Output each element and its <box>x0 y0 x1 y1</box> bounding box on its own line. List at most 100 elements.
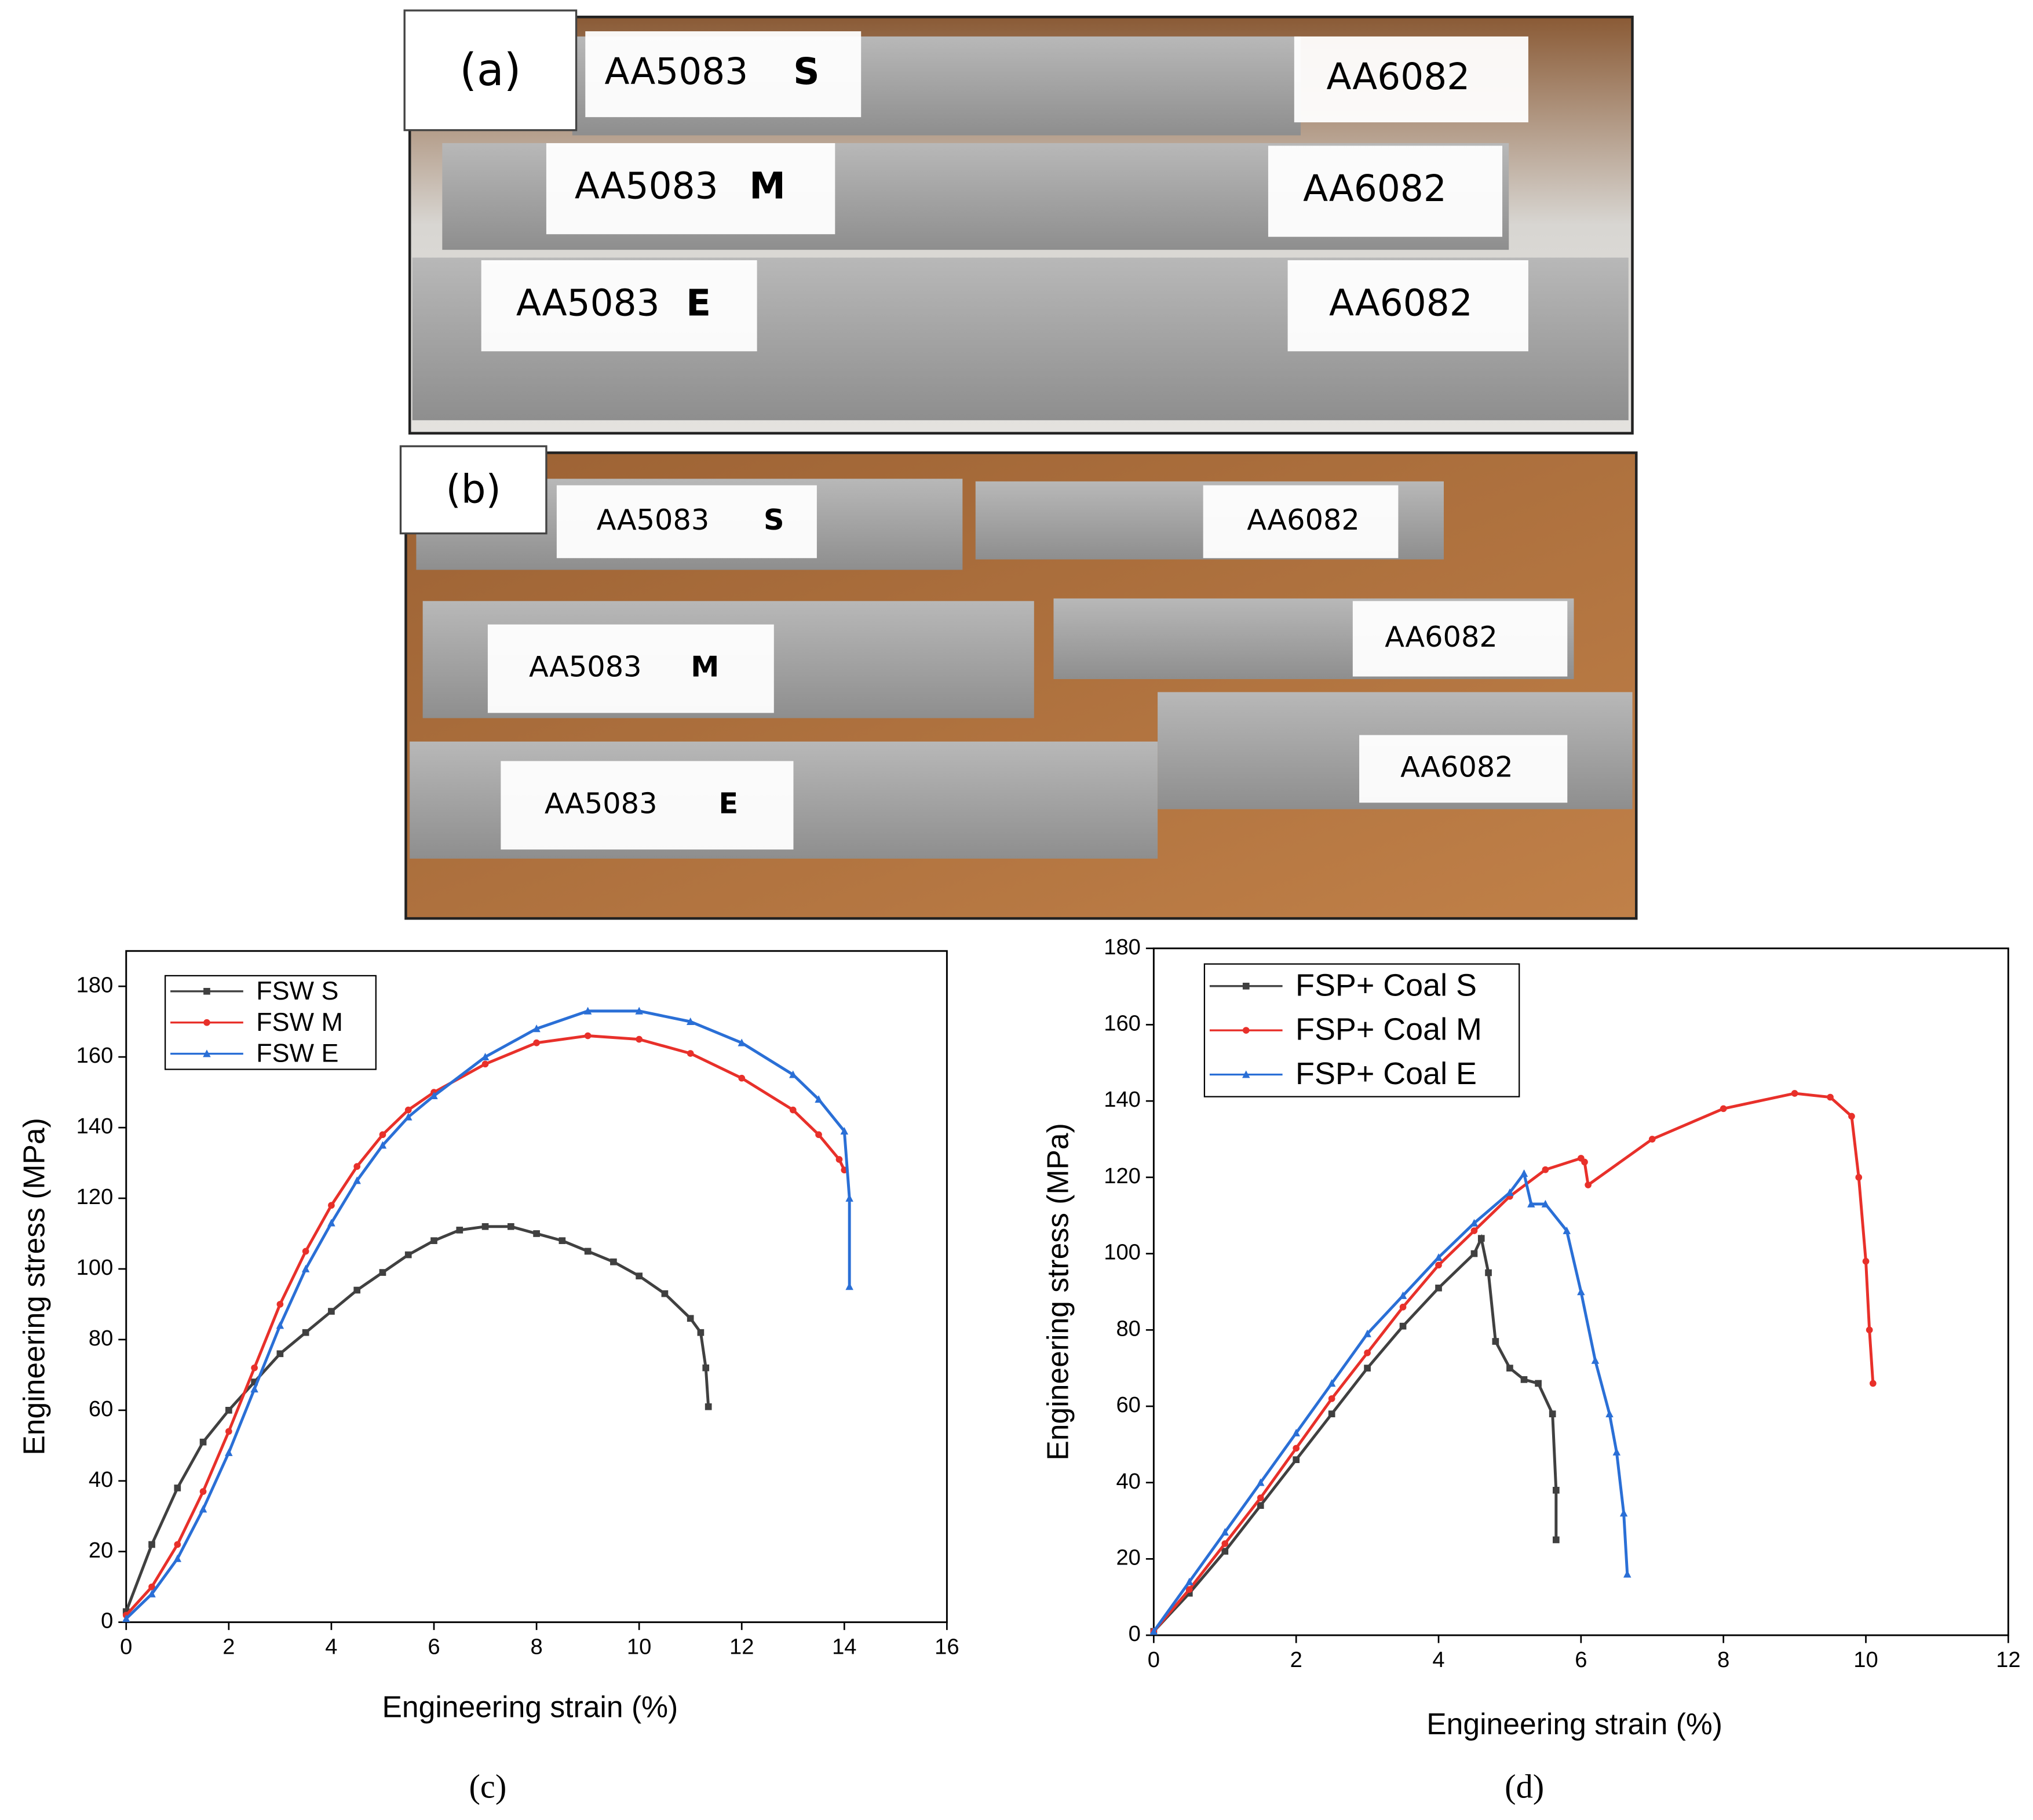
data-point <box>507 1223 514 1230</box>
data-point <box>1364 1349 1371 1356</box>
data-point <box>1623 1570 1631 1578</box>
chart: 0 2 4 6 8 10 12 14 16020406080100120140160180Eng… <box>17 950 959 1806</box>
data-point <box>481 1060 489 1068</box>
data-point <box>174 1485 181 1491</box>
data-line <box>125 1225 710 1613</box>
y-tick-label: 100 <box>1104 1240 1141 1265</box>
legend-marker <box>203 987 210 995</box>
x-tick-label: 0 <box>1148 1647 1160 1672</box>
data-point <box>251 1378 258 1385</box>
data-point <box>1648 1136 1656 1143</box>
x-tick-label: 6 <box>428 1635 440 1659</box>
label-box <box>556 485 817 559</box>
data-point <box>199 1438 207 1446</box>
data-point <box>1563 1226 1571 1234</box>
data-point <box>687 1050 694 1057</box>
data-point <box>1477 1235 1485 1242</box>
data-point <box>1552 1536 1560 1544</box>
label-box <box>1359 735 1568 803</box>
data-point <box>1866 1326 1873 1334</box>
data-point <box>1549 1410 1556 1417</box>
data-point <box>481 1223 489 1230</box>
data-point <box>353 1163 361 1170</box>
data-point <box>276 1350 284 1358</box>
data-point <box>430 1092 438 1100</box>
legend-label: FSW M <box>256 1007 343 1037</box>
data-point <box>353 1286 361 1294</box>
x-tick-label: 10 <box>1853 1647 1878 1672</box>
specimen-label: AA6082 <box>1247 503 1360 537</box>
legend-marker <box>203 1049 211 1057</box>
data-point <box>584 1032 592 1040</box>
y-tick-label: 120 <box>1104 1164 1141 1188</box>
specimen-label: AA6082 <box>1385 620 1498 654</box>
data-point <box>1492 1338 1499 1345</box>
data-point <box>225 1406 232 1414</box>
data-point <box>1185 1577 1193 1585</box>
specimen-tag: S <box>793 50 819 93</box>
y-tick-label: 40 <box>1116 1469 1140 1494</box>
data-line <box>1152 1234 1558 1633</box>
data-point <box>636 1035 643 1043</box>
data-point <box>404 1106 412 1114</box>
data-point <box>1827 1093 1834 1101</box>
y-tick-label: 160 <box>1104 1011 1141 1036</box>
data-point <box>1470 1219 1479 1227</box>
data-point <box>1149 1627 1158 1635</box>
specimen-label: AA5083 <box>516 282 660 324</box>
data-point <box>835 1156 843 1163</box>
x-tick-label: 16 <box>935 1635 959 1659</box>
chart: 0 2 4 6 8 10 12020406080100120140160180Enginee… <box>1041 935 2020 1806</box>
data-point <box>353 1176 361 1184</box>
data-point <box>199 1505 207 1513</box>
data-point <box>845 1194 853 1202</box>
data-point <box>1541 1199 1550 1208</box>
y-axis-label: Engineering stress (MPa) <box>1041 1123 1074 1460</box>
legend-marker <box>1242 1027 1250 1034</box>
y-tick-label: 60 <box>1116 1392 1140 1417</box>
data-point <box>1506 1188 1514 1197</box>
data-point <box>148 1583 155 1591</box>
data-point <box>1363 1329 1371 1337</box>
label-box <box>501 761 794 850</box>
x-axis-label: Engineering strain (%) <box>382 1690 678 1724</box>
data-point <box>1527 1199 1535 1208</box>
data-line <box>1152 1170 1629 1632</box>
legend-label: FSP+ Coal S <box>1295 968 1477 1002</box>
x-tick-label: 8 <box>530 1635 542 1659</box>
data-point <box>1399 1322 1407 1330</box>
data-point <box>583 1006 592 1015</box>
data-point <box>456 1227 463 1234</box>
y-tick-label: 180 <box>1104 935 1141 960</box>
data-point <box>789 1070 797 1078</box>
y-tick-label: 140 <box>76 1114 114 1139</box>
data-point <box>1221 1528 1229 1536</box>
specimen-label: AA5083 <box>605 50 749 93</box>
label-box <box>487 624 774 713</box>
caption: (d) <box>1505 1768 1544 1806</box>
specimen-tag: E <box>718 786 738 820</box>
y-tick-label: 20 <box>89 1538 113 1563</box>
data-point <box>686 1017 695 1025</box>
legend-marker <box>1242 1070 1250 1078</box>
data-point <box>845 1282 853 1290</box>
data-point <box>378 1141 387 1149</box>
data-point <box>1855 1174 1863 1181</box>
data-point <box>1327 1379 1336 1387</box>
label-box <box>481 260 757 352</box>
data-point <box>122 1608 130 1615</box>
data-point <box>1221 1540 1229 1547</box>
y-tick-label: 0 <box>1129 1621 1141 1646</box>
y-axis-label: Engineering stress (MPa) <box>17 1118 51 1455</box>
caption: (c) <box>469 1768 507 1806</box>
data-point <box>1293 1456 1300 1464</box>
data-point <box>1485 1269 1492 1276</box>
data-point <box>327 1219 335 1227</box>
x-tick-label: 12 <box>1996 1647 2020 1672</box>
specimen-tag: S <box>764 503 784 537</box>
data-point <box>815 1095 823 1103</box>
data-point <box>1791 1090 1798 1097</box>
data-point <box>276 1321 284 1329</box>
